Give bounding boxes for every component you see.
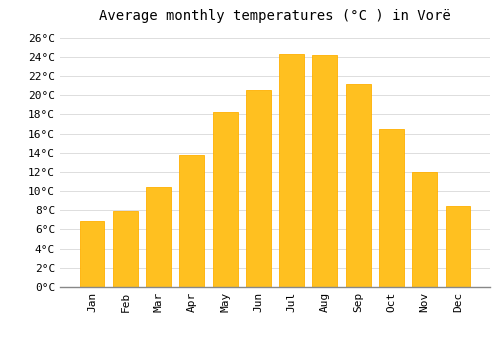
Title: Average monthly temperatures (°C ) in Vorë: Average monthly temperatures (°C ) in Vo… xyxy=(99,9,451,23)
Bar xyxy=(180,155,204,287)
Bar xyxy=(113,211,138,287)
Bar xyxy=(80,221,104,287)
Bar xyxy=(212,112,238,287)
Bar xyxy=(146,187,171,287)
Bar xyxy=(446,206,470,287)
Bar xyxy=(379,129,404,287)
Bar xyxy=(412,172,437,287)
Bar xyxy=(312,55,338,287)
Bar xyxy=(346,84,370,287)
Bar xyxy=(246,90,271,287)
Bar xyxy=(279,54,304,287)
